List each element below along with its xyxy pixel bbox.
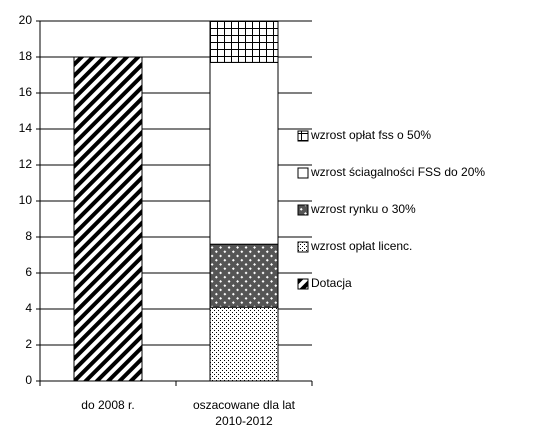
legend-swatch	[297, 167, 309, 179]
legend-swatch	[297, 241, 309, 253]
legend-label: wzrost opłat fss o 50%	[310, 128, 431, 142]
bar-segment	[209, 243, 279, 308]
y-tick-label: 16	[19, 85, 33, 99]
y-tick-label: 4	[25, 301, 32, 315]
legend-label: wzrost rynku o 30%	[310, 202, 416, 216]
bar-segment	[73, 56, 143, 382]
y-tick-label: 10	[19, 193, 33, 207]
legend-swatch	[297, 204, 309, 216]
x-tick-label: oszacowane dla lat 2010-2012	[192, 398, 296, 428]
y-tick-label: 0	[25, 373, 32, 387]
y-tick-label: 8	[25, 229, 32, 243]
x-tick-label: do 2008 r.	[81, 398, 135, 412]
bar-segment	[209, 306, 279, 382]
legend-label: wzrost opłat licenc.	[310, 239, 412, 253]
y-tick-label: 20	[19, 13, 33, 27]
y-tick-label: 14	[19, 121, 33, 135]
y-tick-label: 18	[19, 49, 33, 63]
y-tick-label: 12	[19, 157, 33, 171]
y-tick-label: 2	[25, 337, 32, 351]
legend-swatch	[297, 130, 309, 142]
legend-label: wzrost ściagalności FSS do 20%	[310, 165, 485, 179]
bar-segment	[209, 20, 279, 63]
y-tick-label: 6	[25, 265, 32, 279]
bar-segment	[209, 61, 279, 245]
legend-swatch	[297, 278, 309, 290]
legend-label: Dotacja	[311, 276, 352, 290]
